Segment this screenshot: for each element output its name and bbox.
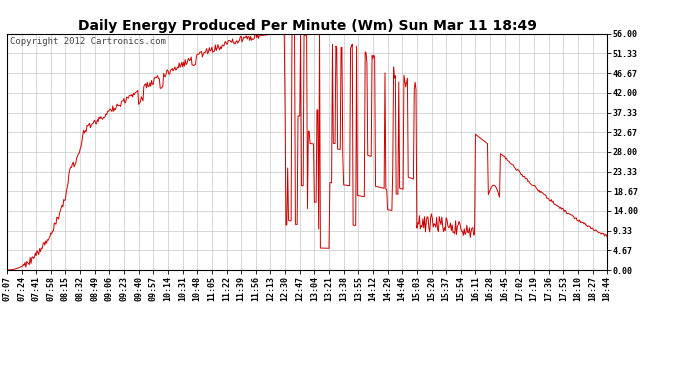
Title: Daily Energy Produced Per Minute (Wm) Sun Mar 11 18:49: Daily Energy Produced Per Minute (Wm) Su…: [77, 19, 537, 33]
Text: Copyright 2012 Cartronics.com: Copyright 2012 Cartronics.com: [10, 37, 166, 46]
